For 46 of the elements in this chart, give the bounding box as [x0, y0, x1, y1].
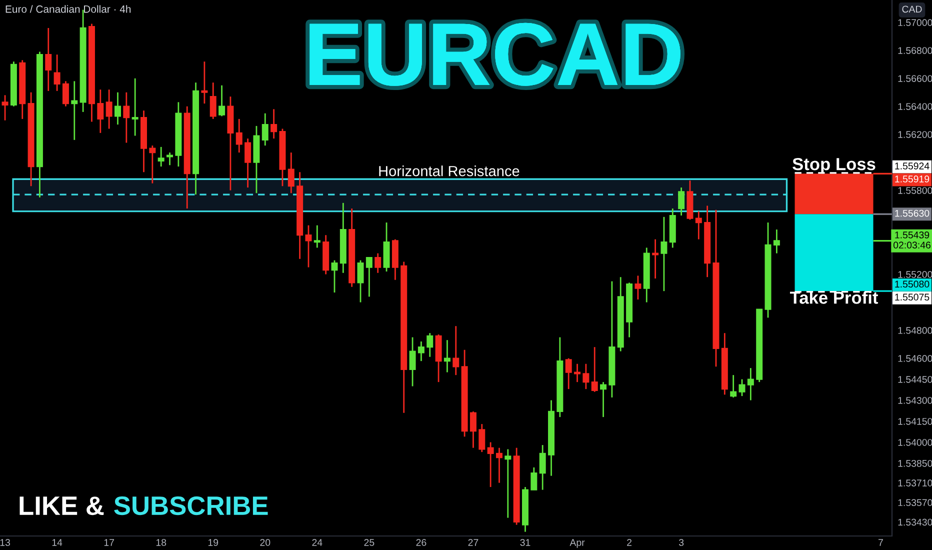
ref-line-label: 1.55924	[895, 162, 930, 170]
x-tick-label: 31	[520, 539, 530, 546]
y-tick-label: 1.54000	[898, 438, 932, 446]
chart-title: EURCAD	[310, 22, 680, 86]
x-tick-label: 2	[627, 539, 632, 546]
x-tick-label: 18	[156, 539, 166, 546]
x-tick-label: 24	[312, 539, 322, 546]
y-tick-label: 1.55800	[898, 187, 932, 194]
y-tick-label: 1.57000	[898, 19, 932, 26]
x-tick-label: 20	[260, 539, 270, 546]
y-axis-title: CAD	[902, 6, 922, 13]
y-tick-label: 1.56200	[898, 131, 932, 138]
ref-line-label: 1.55630	[895, 210, 930, 217]
y-tick-label: 1.56800	[898, 47, 932, 54]
x-tick-label: 3	[678, 539, 684, 546]
chart-subtitle: Euro / Canadian Dollar · 4h	[6, 5, 131, 13]
y-tick-label: 1.56600	[898, 75, 932, 82]
x-tick-label: 26	[416, 539, 426, 546]
band-label: Stop Loss	[792, 158, 876, 174]
y-tick-label: 1.53850	[898, 460, 932, 467]
ref-line-label: 1.55439 02:03:46	[893, 232, 930, 249]
y-tick-label: 1.53570	[898, 499, 932, 506]
band-label: Take Profit	[790, 291, 878, 304]
y-tick-label: 1.53710	[898, 480, 932, 486]
ref-line-label: 1.55075	[895, 294, 930, 301]
x-tick-label: Apr	[570, 539, 585, 548]
x-tick-label: 19	[208, 539, 218, 546]
x-tick-label: 13	[0, 539, 10, 546]
y-tick-label: 1.54150	[898, 418, 932, 425]
x-tick-label: 25	[364, 539, 374, 546]
y-tick-label: 1.54600	[898, 355, 932, 362]
x-tick-label: 27	[468, 539, 478, 546]
ref-line-label: 1.55919	[895, 176, 930, 182]
y-tick-label: 1.56400	[898, 103, 932, 110]
annotation: SUBSCRIBE	[114, 496, 268, 516]
annotation: LIKE &	[20, 496, 104, 516]
ref-line-label: 1.55080	[895, 280, 930, 288]
x-tick-label: 7	[878, 539, 883, 546]
y-tick-label: 1.54450	[898, 376, 932, 383]
x-tick-label: 17	[104, 539, 114, 546]
y-tick-label: 1.54800	[898, 327, 932, 334]
y-tick-label: 1.54300	[898, 396, 932, 404]
x-tick-label: 14	[52, 539, 62, 546]
band-label: Horizontal Resistance	[379, 166, 520, 176]
y-tick-label: 1.55200	[898, 271, 932, 278]
y-tick-label: 1.53430	[898, 518, 932, 526]
